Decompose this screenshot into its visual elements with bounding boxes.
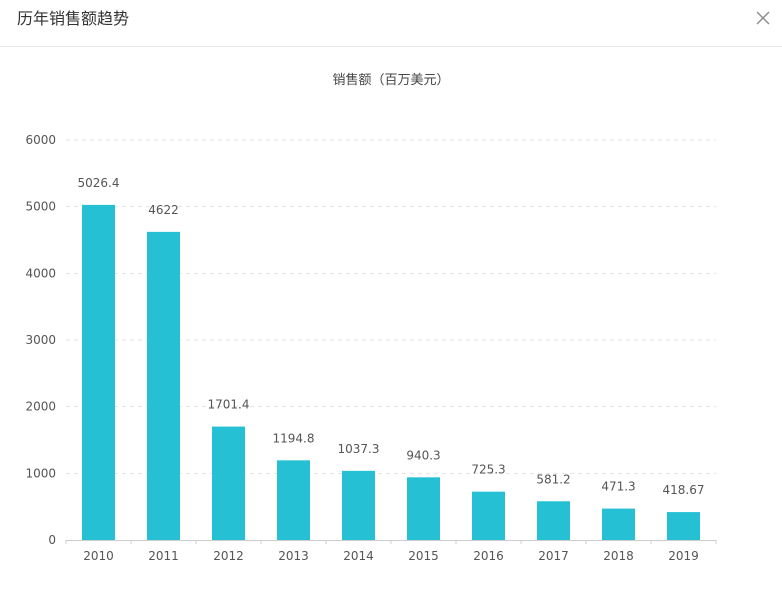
close-button[interactable] bbox=[754, 9, 772, 27]
bar bbox=[212, 426, 245, 540]
y-tick-label: 3000 bbox=[25, 333, 56, 347]
data-label: 725.3 bbox=[471, 463, 505, 477]
data-label: 940.3 bbox=[406, 448, 440, 462]
data-label: 418.67 bbox=[663, 483, 705, 497]
bar bbox=[147, 231, 180, 540]
bar bbox=[407, 477, 440, 540]
data-label: 5026.4 bbox=[78, 176, 120, 190]
data-label: 1194.8 bbox=[273, 431, 315, 445]
x-tick-label: 2013 bbox=[278, 549, 309, 563]
bar bbox=[277, 460, 310, 540]
data-label: 471.3 bbox=[601, 480, 635, 494]
x-tick-label: 2019 bbox=[668, 549, 699, 563]
bar bbox=[82, 204, 115, 540]
x-tick-label: 2016 bbox=[473, 549, 504, 563]
data-label: 1701.4 bbox=[208, 398, 250, 412]
x-tick-label: 2018 bbox=[603, 549, 634, 563]
data-label: 581.2 bbox=[536, 472, 570, 486]
bar bbox=[472, 491, 505, 540]
y-tick-label: 4000 bbox=[25, 266, 56, 280]
dialog-header: 历年销售额趋势 bbox=[0, 0, 782, 47]
bar bbox=[602, 508, 635, 540]
x-tick-label: 2010 bbox=[83, 549, 114, 563]
x-tick-label: 2012 bbox=[213, 549, 244, 563]
close-icon bbox=[756, 11, 770, 25]
chart-title: 销售额（百万美元） bbox=[332, 73, 450, 88]
y-tick-label: 6000 bbox=[25, 133, 56, 147]
y-tick-label: 2000 bbox=[25, 400, 56, 414]
x-tick-label: 2017 bbox=[538, 549, 569, 563]
y-tick-label: 0 bbox=[48, 533, 56, 547]
bar bbox=[537, 501, 570, 540]
data-label: 1037.3 bbox=[338, 442, 380, 456]
y-tick-label: 5000 bbox=[25, 200, 56, 214]
x-tick-label: 2011 bbox=[148, 549, 179, 563]
x-tick-label: 2014 bbox=[343, 549, 374, 563]
data-label: 4622 bbox=[148, 203, 179, 217]
bar bbox=[342, 470, 375, 540]
bar bbox=[667, 512, 700, 540]
y-tick-label: 1000 bbox=[25, 466, 56, 480]
dialog-title: 历年销售额趋势 bbox=[17, 9, 130, 28]
x-tick-label: 2015 bbox=[408, 549, 439, 563]
